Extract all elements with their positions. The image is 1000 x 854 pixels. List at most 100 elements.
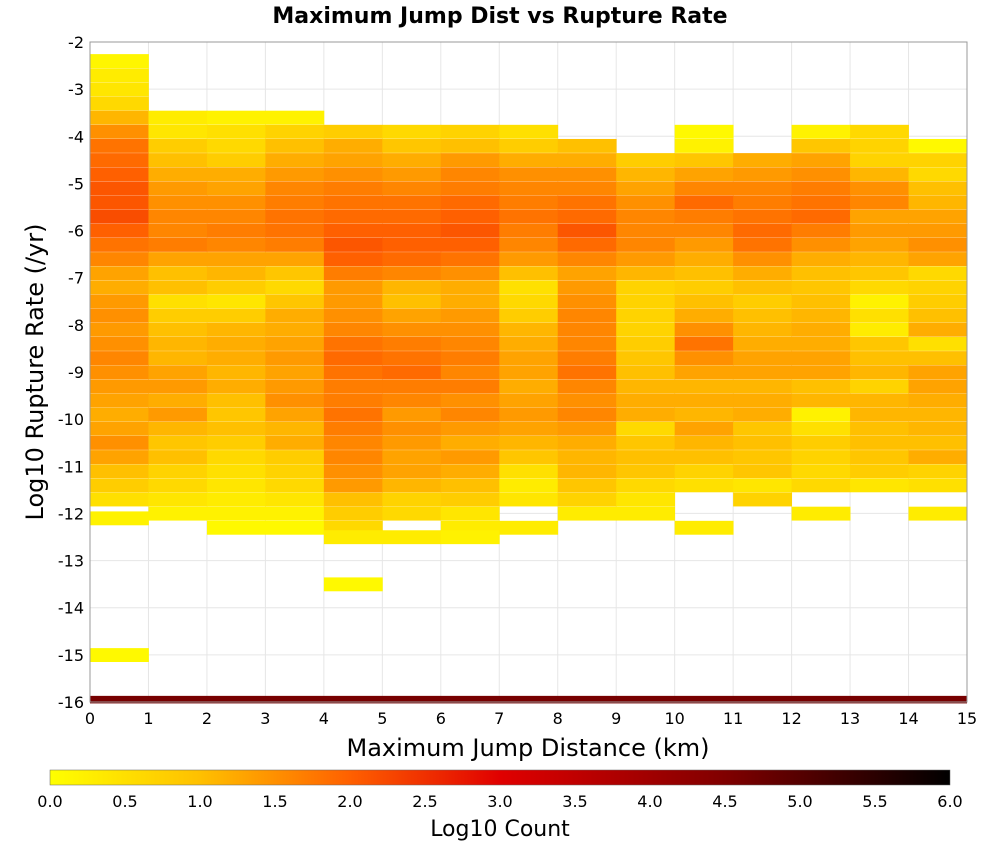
- heatmap-cell: [148, 351, 208, 365]
- heatmap-cell: [265, 294, 325, 309]
- heatmap-cell: [791, 322, 851, 337]
- heatmap-cell: [265, 209, 325, 224]
- heatmap-cell: [674, 435, 734, 450]
- heatmap-cell: [206, 450, 266, 464]
- heatmap-cell: [908, 365, 968, 380]
- heatmap-cell: [90, 511, 149, 526]
- heatmap-cell: [323, 237, 383, 252]
- heatmap-cell: [908, 379, 968, 394]
- heatmap-cell: [265, 237, 325, 252]
- heatmap-cell: [440, 478, 500, 493]
- heatmap-cell: [791, 237, 851, 252]
- heatmap-cell: [850, 223, 909, 238]
- heatmap-cell: [733, 421, 792, 436]
- heatmap-cell: [908, 450, 968, 464]
- heatmap-cell: [557, 351, 617, 365]
- heatmap-cell: [90, 138, 149, 153]
- y-tick-label: -8: [68, 316, 84, 335]
- heatmap-cell: [440, 393, 500, 408]
- heatmap-cell: [265, 153, 325, 167]
- heatmap-cell: [206, 336, 266, 351]
- heatmap-cell: [908, 280, 968, 295]
- y-tick-label: -11: [58, 457, 84, 476]
- heatmap-cell: [382, 407, 442, 422]
- heatmap-cell: [850, 421, 909, 436]
- heatmap-cell: [850, 266, 909, 281]
- heatmap-cell: [557, 464, 617, 479]
- heatmap-cell: [265, 435, 325, 450]
- heatmap-cell: [908, 478, 968, 493]
- heatmap-cell: [557, 379, 617, 394]
- heatmap-cell: [206, 365, 266, 380]
- heatmap-cell: [90, 68, 149, 83]
- heatmap-cell: [850, 393, 909, 408]
- heatmap-cell: [733, 450, 792, 464]
- heatmap-cell: [206, 407, 266, 422]
- heatmap-cell: [265, 450, 325, 464]
- heatmap-cell: [674, 280, 734, 295]
- heatmap-cell: [557, 506, 617, 521]
- y-axis-label: Log10 Rupture Rate (/yr): [21, 224, 49, 521]
- heatmap-cell: [265, 492, 325, 507]
- heatmap-cell: [557, 294, 617, 309]
- heatmap-cell: [557, 181, 617, 196]
- heatmap-cell: [850, 153, 909, 167]
- heatmap-cell: [616, 237, 676, 252]
- x-tick-label: 1: [143, 709, 153, 728]
- heatmap-cell: [265, 252, 325, 266]
- heatmap-cell: [674, 322, 734, 337]
- heatmap-cell: [908, 138, 968, 153]
- heatmap-cell: [90, 450, 149, 464]
- heatmap-cell: [850, 379, 909, 394]
- x-tick-label: 6: [436, 709, 446, 728]
- heatmap-cell: [90, 110, 149, 125]
- heatmap-cell: [908, 223, 968, 238]
- heatmap-cell: [440, 124, 500, 139]
- colorbar-ticks: 0.0 0.5 1.0 1.5 2.0 2.5 3.0 3.5 4.0 4.5 5.0 5.5 6.0: [37, 792, 962, 811]
- heatmap-cell: [382, 379, 442, 394]
- heatmap-cell: [206, 506, 266, 521]
- colorbar-tick-label: 4.0: [637, 792, 662, 811]
- heatmap-cell: [323, 577, 383, 592]
- colorbar-label: Log10 Count: [430, 817, 570, 842]
- heatmap-cell: [791, 478, 851, 493]
- heatmap-cell: [90, 237, 149, 252]
- heatmap-cell: [616, 266, 676, 281]
- heatmap-cell: [908, 294, 968, 309]
- heatmap-cell: [908, 252, 968, 266]
- heatmap-cell: [148, 153, 208, 167]
- colorbar-tick-label: 3.0: [487, 792, 512, 811]
- heatmap-cell: [850, 237, 909, 252]
- heatmap-cell: [206, 153, 266, 167]
- colorbar-tick-label: 5.5: [862, 792, 887, 811]
- heatmap-cell: [323, 435, 383, 450]
- heatmap-cell: [850, 167, 909, 182]
- colorbar-tick-label: 1.5: [262, 792, 287, 811]
- heatmap-cell: [616, 322, 676, 337]
- y-tick-label: -6: [68, 222, 84, 241]
- heatmap-cell: [791, 506, 851, 521]
- heatmap-cell: [206, 223, 266, 238]
- heatmap-cell: [616, 209, 676, 224]
- x-tick-label: 11: [723, 709, 743, 728]
- heatmap-cell: [674, 450, 734, 464]
- heatmap-cell: [265, 478, 325, 493]
- heatmap-cell: [382, 294, 442, 309]
- heatmap-cell: [733, 181, 792, 196]
- heatmap-cell: [850, 181, 909, 196]
- heatmap-cell: [265, 407, 325, 422]
- heatmap-cell: [382, 435, 442, 450]
- heatmap-cell: [616, 435, 676, 450]
- heatmap-cell: [440, 308, 500, 323]
- heatmap-cell: [733, 153, 792, 167]
- heatmap-cell: [674, 153, 734, 167]
- heatmap-cell: [440, 209, 500, 224]
- heatmap-cell: [206, 322, 266, 337]
- heatmap-cell: [850, 252, 909, 266]
- heatmap-cell: [557, 209, 617, 224]
- y-axis-ticks: -2 -3 -4 -5 -6 -7 -8 -9 -10 -11 -12 -13 -14 -15 -16: [58, 33, 84, 712]
- heatmap-cell: [382, 223, 442, 238]
- heatmap-cell: [90, 407, 149, 422]
- heatmap-cell: [148, 110, 208, 125]
